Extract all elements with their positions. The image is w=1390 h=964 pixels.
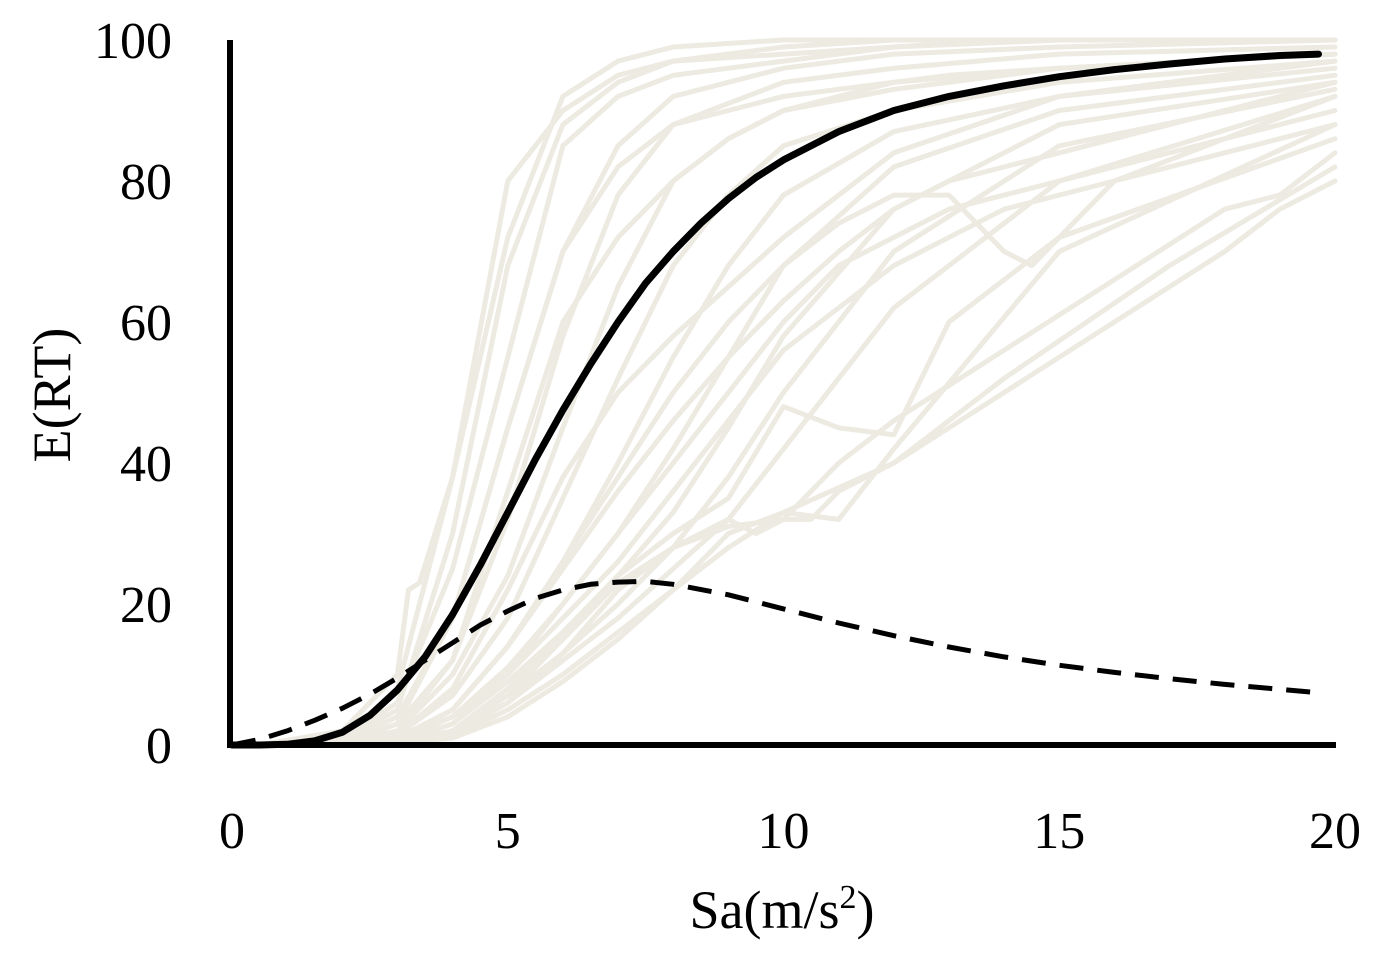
x-axis-title-superscript: 2 (840, 879, 857, 916)
background-curve-25 (257, 58, 1338, 748)
background-curve-4 (257, 37, 1338, 748)
background-curve-18 (257, 79, 1338, 748)
x-axis-title: Sa(m/s2) (690, 879, 875, 940)
y-tick-label: 0 (146, 718, 172, 775)
x-axis-title-close: ) (857, 880, 875, 940)
x-tick-label: 5 (495, 803, 521, 860)
series-group (228, 50, 1322, 749)
y-tick-label: 80 (120, 154, 172, 211)
x-tick-labels: 0 5 10 15 20 (219, 803, 1361, 860)
solid-series-line (228, 50, 1322, 749)
y-tick-label: 40 (120, 436, 172, 493)
x-tick-label: 20 (1309, 803, 1361, 860)
background-curve-3 (257, 37, 1338, 748)
y-tick-labels: 0 20 40 60 80 100 (94, 13, 172, 775)
background-curve-24 (257, 51, 1338, 748)
x-tick-label: 0 (219, 803, 245, 860)
y-tick-label: 20 (120, 577, 172, 634)
background-curve-19 (257, 122, 1338, 748)
y-tick-label: 60 (120, 295, 172, 352)
background-curves-group (257, 37, 1338, 748)
x-tick-label: 15 (1033, 803, 1085, 860)
dashed-series-line (231, 578, 1319, 748)
background-curve-23 (257, 37, 1338, 748)
y-axis-title: E(RT) (22, 328, 82, 463)
x-tick-label: 10 (758, 803, 810, 860)
background-curve-20 (257, 150, 1338, 748)
background-curve-21 (257, 178, 1338, 748)
background-curve-1 (257, 37, 1338, 748)
y-tick-label: 100 (94, 13, 172, 70)
background-curve-16 (257, 108, 1338, 748)
